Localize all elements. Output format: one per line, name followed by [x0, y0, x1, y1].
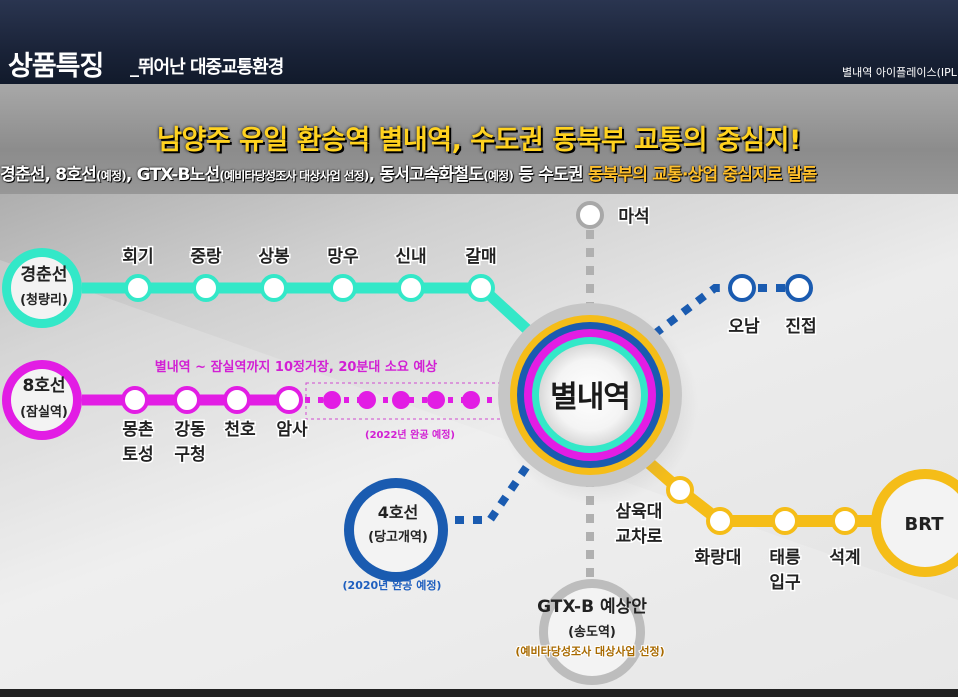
brt-name: BRT [904, 514, 944, 535]
line8-terminal-core [11, 369, 73, 431]
line8-station-0-label: 몽촌 토성 [122, 420, 154, 465]
brt-terminal-core [881, 479, 958, 567]
line4-terminal-core [354, 488, 438, 572]
east-station-0-marker [728, 274, 756, 302]
line8-planned-station-1 [358, 391, 376, 409]
gyeongchun-station-3-marker [329, 274, 357, 302]
line8-station-2-label: 천호 [224, 420, 256, 440]
background-sheen [0, 260, 958, 697]
hub-label: 별내역 [550, 380, 630, 415]
east-station-1-marker [785, 274, 813, 302]
line8-note: 별내역 ~ 잠실역까지 10정거장, 20분대 소요 예상 [155, 359, 438, 375]
gyeongchun-name: 경춘선 [21, 265, 68, 285]
headline-band [0, 84, 958, 194]
brt-station-0-label: 삼육대 교차로 [616, 502, 663, 547]
hub-core [539, 344, 641, 446]
brt-station-0-marker [666, 476, 694, 504]
subline-part: 경춘선, 8호선 [0, 165, 97, 185]
brt-station-1-marker [706, 507, 734, 535]
gyeongchun-station-4-marker [397, 274, 425, 302]
subline-note: (예정) [96, 169, 127, 183]
gyeongchun-station-3-label: 망우 [327, 247, 359, 267]
line8-station-2-marker [223, 386, 251, 414]
line4-completion: (2020년 완공 예정) [343, 578, 442, 592]
gyeongchun-terminal-core [11, 257, 73, 319]
line8-station-3-label: 암사 [276, 420, 308, 440]
line4-name: 4호선 [378, 503, 419, 522]
line4-sub: (당고개역) [368, 529, 428, 545]
headline: 남양주 유일 환승역 별내역, 수도권 동북부 교통의 중심지! [157, 125, 801, 156]
line8-completion: (2022년 완공 예정) [365, 428, 455, 441]
east-station-0-label: 오남 [728, 317, 760, 337]
gtx-note: (예비타당성조사 대상사업 선정) [515, 644, 664, 658]
brt-station-1-label: 화랑대 [695, 548, 742, 568]
line8-name: 8호선 [22, 376, 65, 396]
line8-planned-box [305, 382, 515, 420]
east-station-1-label: 진접 [785, 317, 816, 337]
line8-station-3-marker [275, 386, 303, 414]
line8-planned-station-4 [462, 391, 480, 409]
subline-part: , GTX-B노선 [125, 165, 220, 185]
north-station-marker [576, 201, 604, 229]
line8-station-0-marker [121, 386, 149, 414]
gyeongchun-station-5-label: 갈매 [465, 247, 496, 267]
north-station-label: 마석 [618, 207, 649, 227]
gyeongchun-station-2-label: 상봉 [258, 247, 290, 267]
transit-panel [0, 84, 958, 689]
subline-part: 등 수도권 [513, 165, 588, 185]
subline-note: (예비타당성조사 대상사업 선정) [219, 169, 369, 183]
brt-station-3-label: 석계 [829, 548, 860, 568]
subline-note: (예정) [483, 169, 514, 183]
page-subtitle: _뛰어난 대중교통환경 [130, 57, 284, 78]
gyeongchun-station-0-marker [124, 274, 152, 302]
gtx-name: GTX-B 예상안 [537, 597, 647, 617]
gyeongchun-station-4-label: 신내 [395, 247, 426, 267]
line8-planned-station-2 [392, 391, 410, 409]
gyeongchun-station-0-label: 회기 [122, 247, 153, 267]
brt-station-2-label: 태릉 입구 [769, 548, 801, 593]
line8-planned-station-0 [323, 391, 341, 409]
project-name: 별내역 아이플레이스(IPL [842, 66, 957, 79]
gyeongchun-station-1-label: 중랑 [190, 247, 222, 267]
line8-station-1-marker [173, 386, 201, 414]
line8-planned-station-3 [427, 391, 445, 409]
subline: 경춘선, 8호선(예정), GTX-B노선(예비타당성조사 대상사업 선정), … [0, 160, 958, 185]
brt-station-3-marker [831, 507, 859, 535]
line8-sub: (잠실역) [20, 404, 68, 420]
brt-station-2-marker [771, 507, 799, 535]
gtx-sub: (송도역) [568, 624, 616, 640]
gyeongchun-sub: (청량리) [20, 292, 68, 308]
gtx-terminal-core [548, 588, 636, 676]
gyeongchun-station-2-marker [260, 274, 288, 302]
page-header: 상품특징 _뛰어난 대중교통환경 별내역 아이플레이스(IPL [0, 0, 958, 84]
line8-station-1-label: 강동 구청 [174, 420, 206, 465]
page-title: 상품특징 [8, 51, 104, 82]
gyeongchun-station-5-marker [467, 274, 495, 302]
subline-part: , 동서고속화철도 [368, 165, 484, 185]
gyeongchun-station-1-marker [192, 274, 220, 302]
footer-bar [0, 689, 958, 697]
subline-highlight: 동북부의 교통·상업 중심지로 발돋 [587, 165, 818, 185]
